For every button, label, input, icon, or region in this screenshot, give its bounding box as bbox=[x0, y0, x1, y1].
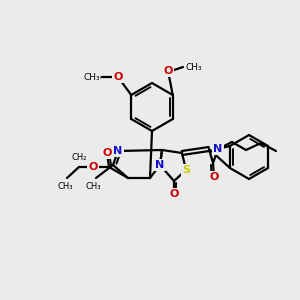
Text: CH₂: CH₂ bbox=[71, 153, 87, 162]
Text: O: O bbox=[163, 66, 173, 76]
Text: CH₃: CH₃ bbox=[83, 73, 100, 82]
Text: CH₃: CH₃ bbox=[85, 182, 101, 191]
Text: O: O bbox=[113, 72, 123, 82]
Text: S: S bbox=[182, 165, 190, 175]
Text: O: O bbox=[102, 148, 112, 158]
Text: N: N bbox=[113, 146, 123, 156]
Text: methoxy: methoxy bbox=[85, 75, 103, 79]
Text: O: O bbox=[209, 172, 219, 182]
Text: CH₃: CH₃ bbox=[185, 62, 202, 71]
Text: CH₃: CH₃ bbox=[57, 182, 73, 191]
Text: O: O bbox=[88, 162, 98, 172]
Text: N: N bbox=[213, 144, 223, 154]
Text: O: O bbox=[169, 189, 179, 199]
Text: N: N bbox=[155, 160, 165, 170]
